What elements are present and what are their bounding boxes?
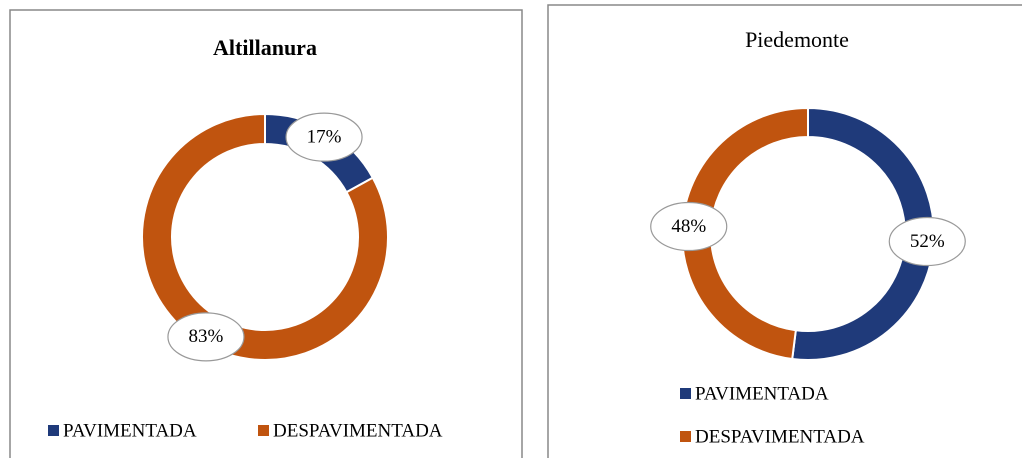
legend-swatch <box>680 431 691 442</box>
data-label: 52% <box>910 231 945 252</box>
label-bubble <box>888 216 966 267</box>
donut-segment <box>681 106 809 361</box>
chart-title: Altillanura <box>213 35 317 60</box>
legend-label: PAVIMENTADA <box>695 383 829 404</box>
data-label: 83% <box>189 326 224 347</box>
chart-title: Piedemonte <box>745 27 849 52</box>
legend-swatch <box>680 388 691 399</box>
label-bubble <box>285 112 363 162</box>
legend-label: DESPAVIMENTADA <box>695 426 865 447</box>
label-bubble <box>650 201 728 252</box>
donut-segment <box>791 106 935 361</box>
legend-label: PAVIMENTADA <box>63 420 197 441</box>
legend-swatch <box>48 425 59 436</box>
legend-label: DESPAVIMENTADA <box>273 420 443 441</box>
label-bubble <box>167 312 245 362</box>
data-label: 17% <box>307 127 342 148</box>
panel-border <box>547 4 1022 458</box>
data-label: 48% <box>671 216 706 237</box>
legend-swatch <box>258 425 269 436</box>
donut-segment <box>141 112 389 361</box>
panel-border <box>9 9 523 458</box>
